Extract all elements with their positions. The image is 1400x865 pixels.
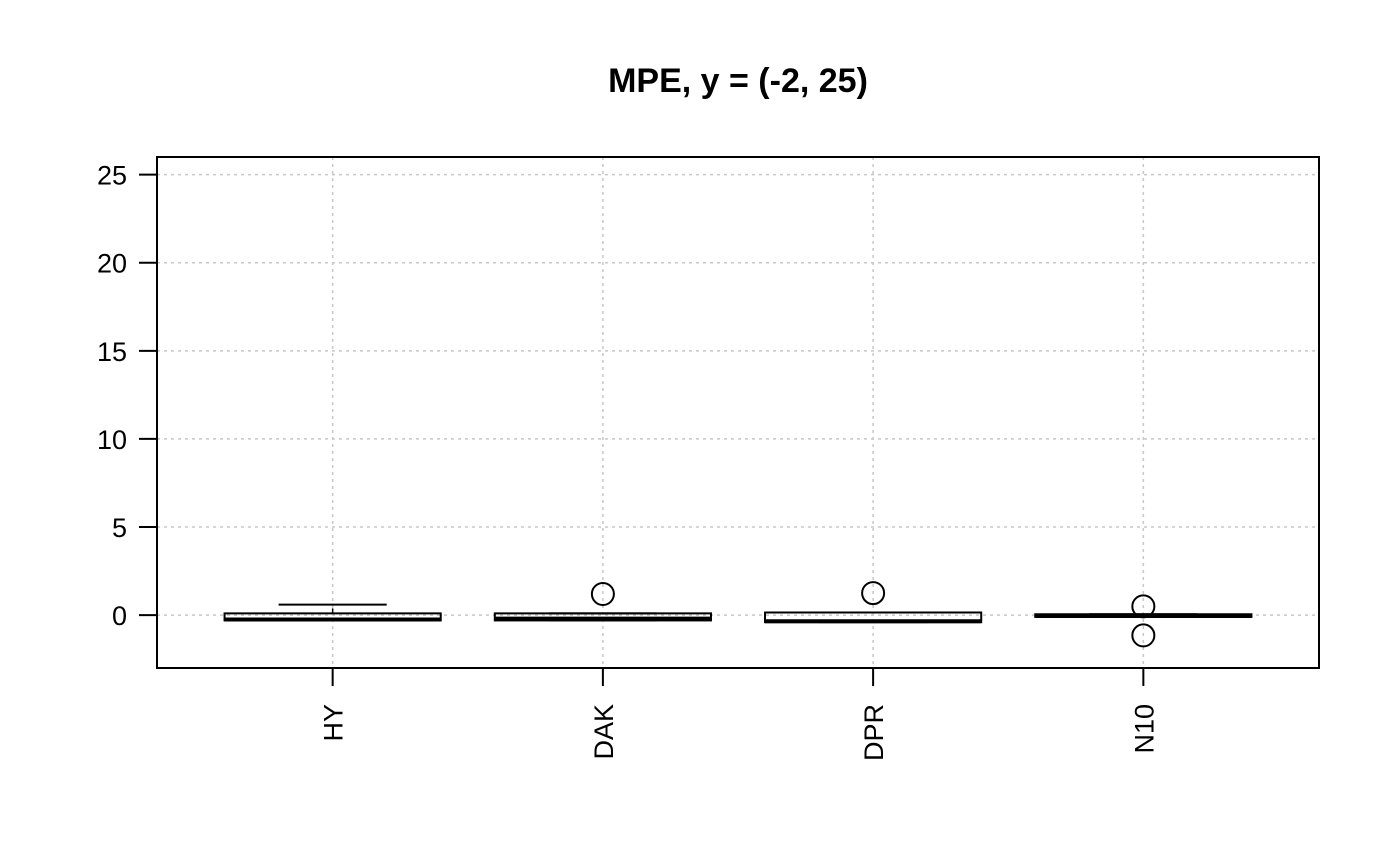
x-tick-label: DPR	[859, 704, 889, 761]
x-axis: HY DAK DPR N10	[319, 668, 1159, 761]
box-dpr	[764, 581, 983, 624]
x-tick-label: HY	[319, 704, 349, 742]
outlier-point	[1131, 623, 1156, 648]
outlier-point	[1131, 594, 1156, 619]
y-tick-label: 5	[112, 513, 127, 543]
boxes-layer	[223, 581, 1253, 648]
outlier-point	[590, 581, 615, 606]
y-axis: 0 5 10 15 20 25	[97, 161, 157, 631]
grid-lines	[157, 157, 1319, 668]
box-n10	[1034, 594, 1253, 648]
x-tick-label: N10	[1129, 704, 1159, 754]
x-tick-label: DAK	[589, 704, 619, 760]
box-dak	[493, 581, 712, 622]
y-tick-label: 25	[97, 161, 127, 191]
box-hy	[223, 603, 442, 622]
y-tick-label: 20	[97, 249, 127, 279]
chart-title: MPE, y = (-2, 25)	[608, 62, 868, 100]
plot-frame	[156, 156, 1320, 669]
outlier-point	[861, 581, 886, 606]
y-tick-label: 15	[97, 337, 127, 367]
y-tick-label: 0	[112, 601, 127, 631]
y-tick-label: 10	[97, 425, 127, 455]
